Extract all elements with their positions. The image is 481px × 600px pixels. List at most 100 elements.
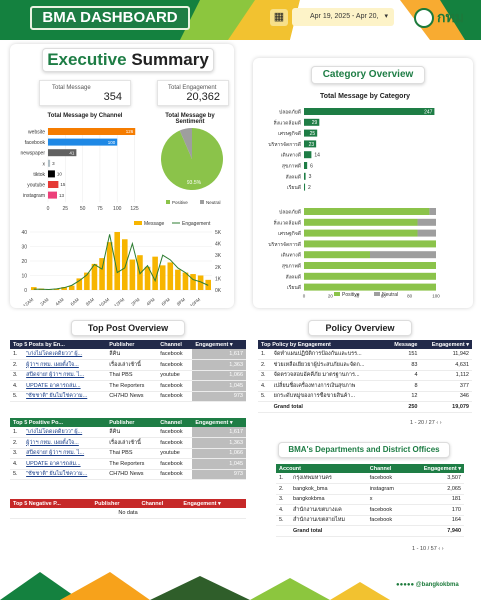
instagram-icon[interactable]: ● — [406, 582, 411, 588]
column-header[interactable]: Channel — [157, 340, 193, 349]
column-header[interactable]: Publisher — [106, 340, 158, 349]
column-header[interactable]: Channel — [366, 464, 407, 473]
x-tick-label: 125 — [130, 206, 139, 212]
table-row[interactable]: 3. สปีดจ่าย! ผู้ว่าฯ กทม. ไ... Thai PBS you… — [10, 448, 246, 459]
table-cell: 377 — [420, 380, 472, 392]
date-range-value: Apr 19, 2025 - Apr 20, — [310, 13, 379, 20]
column-header[interactable]: Channel — [157, 418, 193, 427]
table-row[interactable]: 4. เปลี่ยนชื่อเครื่องทางการเงินสุขภาพ 8 377 — [258, 380, 472, 392]
table-row[interactable]: 2. bangkok_bma instagram 2,065 — [276, 483, 464, 495]
category-label: เรียนดี — [287, 284, 301, 291]
post-link[interactable]: ผู้ว่าฯ กทม. เผยตั้งใจ... — [23, 437, 107, 449]
column-header[interactable]: Engagement ▾ — [406, 464, 464, 473]
table-row[interactable]: 1. จัดทำแผนปฏิบัติการป้องกันและบรร... 151 1… — [258, 349, 472, 360]
x-tick-label: 12PM — [113, 297, 125, 306]
next-page-icon[interactable]: › — [441, 546, 444, 552]
y-left-tick: 30 — [21, 245, 27, 251]
table-cell: 5. — [10, 469, 24, 480]
departments-pagination[interactable]: 1 - 10 / 57 ‹ › — [412, 546, 444, 552]
pie-slice-neutral — [179, 128, 192, 159]
grand-total-cell — [258, 401, 271, 413]
post-link[interactable]: "เก่งไม่โดดเดดิยวว" ผู้... — [23, 349, 107, 360]
column-header[interactable]: Publisher — [91, 499, 139, 508]
post-link[interactable]: UPDATE อาคารถล่ม... — [23, 458, 107, 470]
post-link[interactable]: สปีดจ่าย! ผู้ว่าฯ กทม. ไ... — [23, 370, 107, 381]
column-header[interactable]: Engagement ▾ — [192, 340, 246, 349]
data-label: 100 — [108, 140, 116, 145]
post-link[interactable]: UPDATE อาคารถล่ม... — [23, 380, 107, 392]
post-link[interactable]: "ชัชชาติ" ยันไม่ใช่ความ... — [23, 391, 107, 402]
message-bar — [190, 274, 196, 290]
message-bar — [167, 262, 174, 290]
column-header[interactable]: Engagement ▾ — [420, 340, 472, 349]
table-cell: 83 — [385, 359, 421, 371]
table-cell: CH7HD News — [106, 469, 158, 480]
category-label: ปลอดภัยดี — [279, 109, 301, 116]
tiktok-icon[interactable]: ● — [403, 582, 407, 588]
header-bar: BMA DASHBOARD ▦ Apr 19, 2025 - Apr 20, ▾ … — [0, 0, 481, 40]
column-header[interactable]: Message — [385, 340, 421, 349]
neutral-bar — [417, 229, 436, 237]
calendar-icon[interactable]: ▦ — [270, 9, 288, 26]
column-header[interactable]: Engagement ▾ — [180, 499, 246, 508]
table-row[interactable]: 5. สำนักงานเขตสายไหม facebook 164 — [276, 515, 464, 526]
x-icon[interactable]: ● — [399, 582, 404, 588]
x-tick-label: 25 — [63, 206, 69, 212]
table-cell: 1,617 — [192, 349, 246, 360]
post-link[interactable]: "ชัชชาติ" ยันไม่ใช่ความ... — [23, 469, 107, 480]
column-header[interactable]: Top Policy by Engagement — [258, 340, 386, 349]
bar-tiktok — [48, 170, 55, 178]
facebook-icon[interactable]: ● — [396, 582, 400, 588]
table-cell: 4. — [10, 458, 24, 470]
prev-page-icon[interactable]: ‹ — [438, 546, 441, 552]
next-page-icon[interactable]: › — [439, 420, 442, 426]
data-label: 25 — [310, 131, 316, 137]
table-row[interactable]: 4. UPDATE อาคารถล่ม... The Reporters facebo… — [10, 458, 246, 470]
table-row[interactable]: 4. UPDATE อาคารถล่ม... The Reporters facebo… — [10, 380, 246, 392]
prev-page-icon[interactable]: ‹ — [436, 420, 439, 426]
table-row[interactable]: 5. "ชัชชาติ" ยันไม่ใช่ความ... CH7HD News fa… — [10, 469, 246, 480]
table-row[interactable]: 1. กรุงเทพมหานคร facebook 3,507 — [276, 473, 464, 484]
table-row[interactable]: 1. "เก่งไม่โดดเดดิยวว" ผู้... ลีคิน faceboo… — [10, 349, 246, 360]
line-icon[interactable]: ● — [410, 582, 415, 588]
table-row[interactable]: 4. สำนักงานเขตบางแค facebook 170 — [276, 504, 464, 516]
post-link[interactable]: "เก่งไม่โดดเดดิยวว" ผู้... — [23, 427, 107, 438]
table-cell: 1,617 — [192, 427, 246, 438]
grand-total-cell: 250 — [385, 401, 421, 413]
column-header[interactable]: Account — [276, 464, 367, 473]
table-row[interactable]: 2. ผู้ว่าฯ กทม. เผยตั้งใจ... เรื่องเล่าเช้… — [10, 437, 246, 449]
table-row[interactable]: 3. จัดตรวจสอบอัคคีภัย มาตรฐานการ... 4 1,112 — [258, 370, 472, 381]
column-header[interactable]: Top 5 Posts by En... — [10, 340, 107, 349]
legend-swatch — [200, 200, 204, 204]
positive-bar — [304, 229, 418, 237]
table-row[interactable]: 5. ยกระดับหมู่ของการซื้อขายสินค้า... 12 346 — [258, 391, 472, 402]
table-row[interactable]: 3. bangkokbma x 181 — [276, 494, 464, 505]
data-label: 126 — [126, 129, 134, 134]
bar-newspaper — [48, 149, 77, 157]
post-link[interactable]: ผู้ว่าฯ กทม. เผยตั้งใจ... — [23, 359, 107, 371]
column-header[interactable]: Publisher — [106, 418, 158, 427]
table-row[interactable]: 1. "เก่งไม่โดดเดดิยวว" ผู้... ลีคิน faceboo… — [10, 427, 246, 438]
table-cell: 181 — [406, 494, 464, 505]
table-row[interactable]: 2. ช่วยเหลือเยียวยาผู้ประสบภัยและจัดก... 8… — [258, 359, 472, 371]
table-row[interactable]: 3. สปีดจ่าย! ผู้ว่าฯ กทม. ไ... Thai PBS you… — [10, 370, 246, 381]
policy-pagination[interactable]: 1 - 20 / 27 ‹ › — [410, 420, 442, 426]
table-cell: 1,363 — [192, 359, 246, 371]
table-row[interactable]: 2. ผู้ว่าฯ กทม. เผยตั้งใจ... เรื่องเล่าเช้… — [10, 359, 246, 371]
table-cell: ยกระดับหมู่ของการซื้อขายสินค้า... — [270, 391, 386, 402]
column-header[interactable]: Engagement ▾ — [192, 418, 246, 427]
table-cell: เรื่องเล่าเช้านี้ — [106, 359, 158, 371]
table-row[interactable]: 5. "ชัชชาติ" ยันไม่ใช่ความ... CH7HD News fa… — [10, 391, 246, 402]
table-cell: facebook — [157, 437, 193, 449]
table-cell: 164 — [406, 515, 464, 526]
table-cell: 3. — [10, 448, 24, 459]
column-header[interactable]: Top 5 Positive Po... — [10, 418, 107, 427]
date-range-picker[interactable]: Apr 19, 2025 - Apr 20, ▾ — [292, 8, 394, 26]
column-header[interactable]: Top 5 Negative P... — [10, 499, 92, 508]
table-cell: 1,363 — [192, 437, 246, 449]
message-bar — [106, 242, 113, 290]
category-label: newspaper — [21, 151, 46, 157]
chevron-down-icon: ▾ — [384, 13, 388, 20]
column-header[interactable]: Channel — [138, 499, 181, 508]
post-link[interactable]: สปีดจ่าย! ผู้ว่าฯ กทม. ไ... — [23, 448, 107, 459]
